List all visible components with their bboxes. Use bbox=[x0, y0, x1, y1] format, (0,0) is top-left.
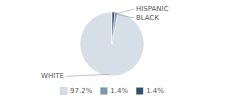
chart: WHITE HISPANICBLACK 97.2% 1.4% 1.4% bbox=[0, 0, 240, 100]
leader-line bbox=[113, 14, 134, 18]
leader-line bbox=[66, 74, 109, 76]
slice-label: HISPANIC bbox=[136, 5, 169, 13]
legend-swatch bbox=[100, 88, 107, 95]
pie-slice bbox=[112, 12, 115, 44]
legend-swatch bbox=[60, 88, 67, 95]
legend: 97.2% 1.4% 1.4% bbox=[60, 87, 164, 95]
annotations: WHITE HISPANICBLACK bbox=[41, 5, 169, 80]
slice-label: WHITE bbox=[41, 72, 64, 80]
legend-label: 1.4% bbox=[146, 87, 164, 95]
legend-swatch bbox=[136, 88, 143, 95]
slice-label: BLACK bbox=[136, 14, 159, 22]
pie-slice bbox=[80, 12, 144, 76]
legend-label: 97.2% bbox=[70, 87, 93, 95]
pie-slice bbox=[112, 12, 118, 44]
pie bbox=[80, 12, 144, 76]
legend-label: 1.4% bbox=[110, 87, 128, 95]
leader-line bbox=[116, 9, 134, 14]
